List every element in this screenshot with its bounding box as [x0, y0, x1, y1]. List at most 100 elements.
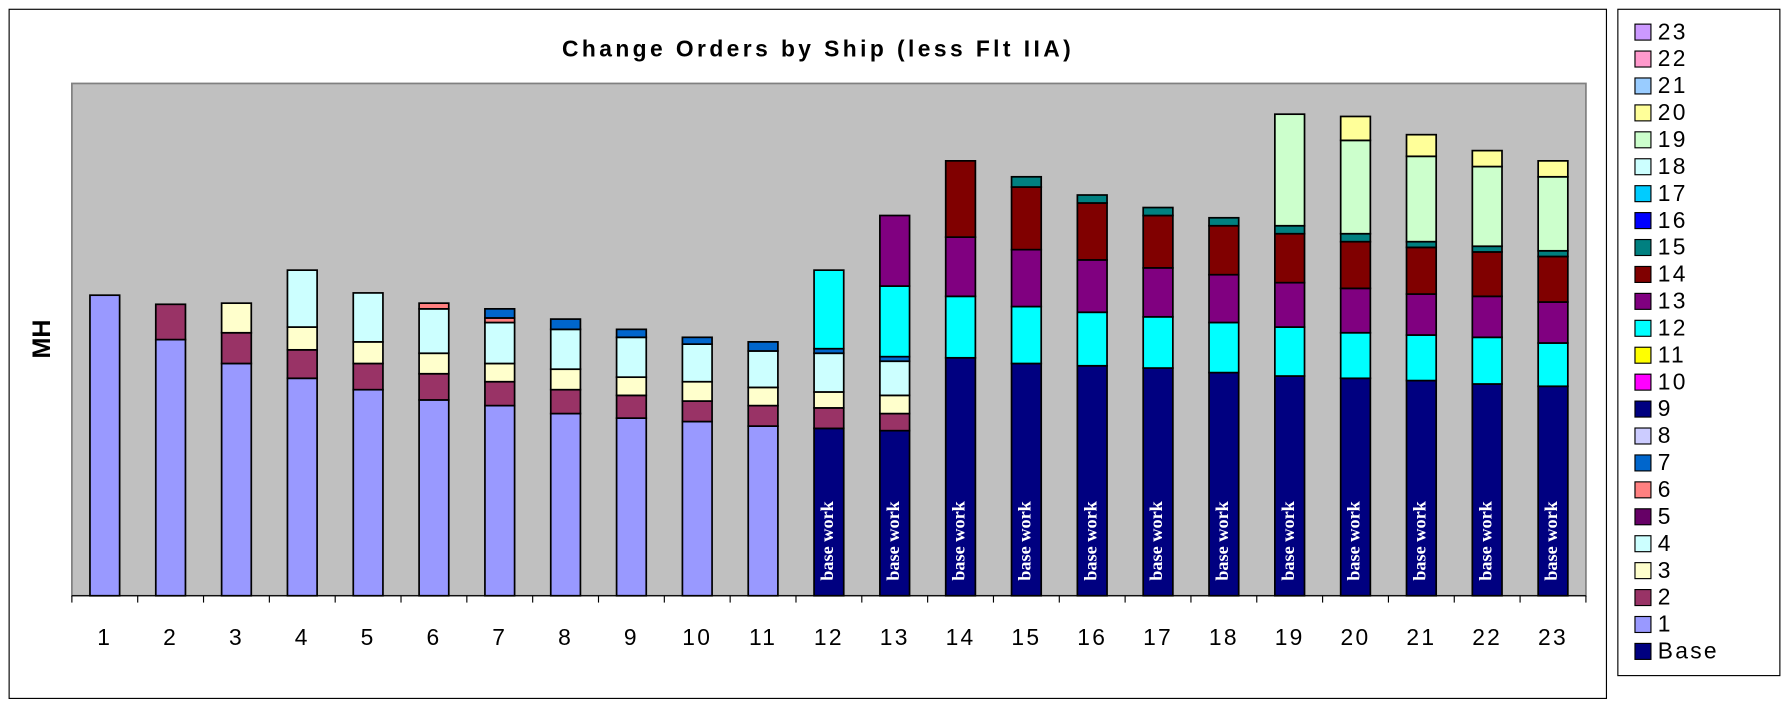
bar-segment [1274, 224, 1306, 235]
legend-swatch [1634, 589, 1652, 607]
legend-swatch [1634, 535, 1652, 553]
bar-segment [747, 350, 779, 389]
bar-segment [1471, 295, 1503, 339]
bar-segment [1537, 175, 1569, 252]
bar-segment [484, 404, 516, 597]
bar-segment [1010, 305, 1043, 365]
legend-label: 23 [1658, 18, 1688, 44]
bar-segment [879, 394, 911, 415]
x-tick-label: 14 [946, 624, 976, 650]
bar-segment [1471, 383, 1503, 597]
bar-segment [879, 214, 911, 287]
legend-swatch [1634, 373, 1652, 391]
bar-segment [1274, 326, 1306, 377]
legend-label: 14 [1658, 261, 1688, 287]
bar-segment [681, 343, 713, 383]
bar-segment [220, 302, 253, 334]
bar-segment [1076, 259, 1108, 314]
bar-segment [1076, 202, 1108, 261]
bar-segment [813, 407, 845, 430]
bar-segment [1405, 155, 1438, 243]
x-tick-label: 20 [1341, 624, 1371, 650]
bar-segment [1076, 194, 1108, 204]
x-tick-label: 13 [880, 624, 910, 650]
legend-label: 22 [1658, 45, 1688, 71]
legend-swatch [1634, 265, 1652, 283]
bar-segment [484, 321, 516, 365]
bar-segment [1339, 331, 1372, 380]
legend-swatch [1634, 481, 1652, 499]
bar-segment [1471, 251, 1503, 298]
bar-segment [1142, 214, 1174, 269]
bar-annotation: base work [1344, 500, 1364, 580]
bar-segment [1339, 115, 1372, 142]
legend-swatch [1634, 185, 1652, 203]
x-tick-label: 4 [295, 624, 310, 650]
legend-swatch [1634, 158, 1652, 176]
bar-segment [220, 331, 253, 365]
bar-segment [615, 328, 648, 339]
legend-label: 5 [1658, 503, 1673, 529]
bar-segment [418, 372, 450, 401]
bar-segment [944, 295, 977, 359]
bar-segment [286, 377, 318, 597]
bar-segment [813, 391, 845, 409]
bar-segment [484, 307, 516, 319]
bar-segment [1537, 160, 1569, 178]
bar-segment [747, 425, 779, 597]
bar-segment [286, 348, 318, 380]
legend-label: 20 [1658, 99, 1688, 125]
bar-annotation: base work [1410, 500, 1430, 580]
legend-label: 3 [1658, 557, 1673, 583]
bar-segment [352, 341, 384, 365]
legend-swatch [1634, 292, 1652, 310]
bar-segment [747, 404, 779, 427]
legend-swatch [1634, 400, 1652, 418]
bar-segment [1208, 371, 1240, 597]
legend-label: 4 [1658, 530, 1673, 556]
bar-segment [1142, 315, 1174, 369]
bar-segment [418, 352, 450, 375]
bar-annotation: base work [1080, 500, 1100, 580]
bar-segment [1208, 321, 1240, 374]
bar-segment [549, 318, 582, 331]
bar-segment [747, 386, 779, 407]
bar-segment [879, 360, 911, 397]
legend-swatch [1634, 427, 1652, 445]
legend-label: 21 [1658, 72, 1688, 98]
bar-segment [1076, 364, 1108, 597]
bar-segment [681, 336, 713, 345]
legend-label: 12 [1658, 314, 1688, 340]
x-tick-label: 23 [1538, 624, 1568, 650]
bar-segment [1010, 362, 1043, 597]
x-tick-label: 11 [749, 624, 777, 650]
bar-annotation: base work [1541, 500, 1561, 580]
bar-segment [1405, 379, 1438, 597]
legend-swatch [1634, 615, 1652, 634]
bar-segment [879, 412, 911, 432]
bar-segment [1339, 139, 1372, 235]
bar-segment [1537, 255, 1569, 303]
bar-segment [1274, 232, 1306, 284]
bar-segment [1405, 334, 1438, 382]
bar-segment [1339, 232, 1372, 243]
x-tick-label: 8 [558, 624, 573, 650]
legend-label: 10 [1658, 368, 1688, 394]
bar-segment [615, 394, 648, 419]
legend-swatch [1634, 50, 1652, 68]
legend-label: 2 [1658, 584, 1673, 610]
bar-segment [1208, 273, 1240, 324]
bar-segment [286, 326, 318, 351]
legend-label: 13 [1658, 288, 1688, 314]
legend-swatch [1634, 77, 1652, 95]
bar-segment [418, 307, 450, 355]
bar-segment [1339, 287, 1372, 334]
bar-annotation: base work [1146, 500, 1166, 580]
bar-segment [681, 380, 713, 402]
bar-segment [1010, 248, 1043, 308]
bar-segment [1076, 311, 1108, 367]
bar-segment [813, 427, 845, 597]
legend-swatch [1634, 104, 1652, 122]
legend-label: 9 [1658, 395, 1673, 421]
